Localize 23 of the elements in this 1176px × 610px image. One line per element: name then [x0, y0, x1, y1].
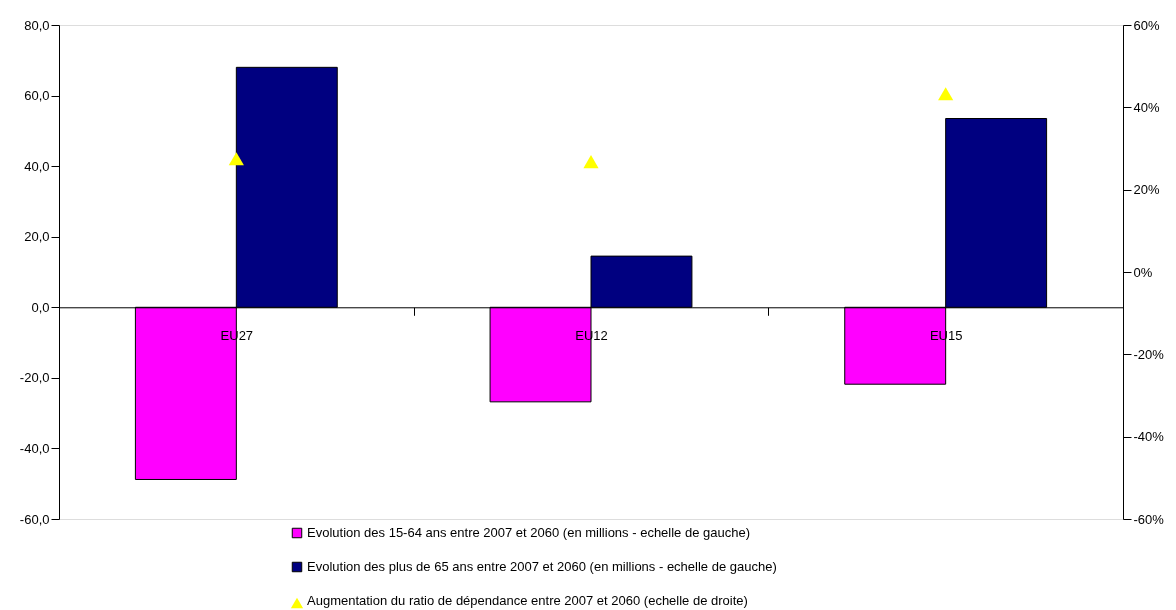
x-tick-label: EU12 [575, 327, 608, 343]
legend-label: Augmentation du ratio de dépendance entre 2007 et 2060 (echelle de droite) [307, 593, 748, 608]
y-tick-label: -20,0 [19, 370, 50, 386]
y-tick-label: 0,0 [31, 299, 50, 315]
y2-tick-label: -20% [1133, 346, 1165, 362]
y-tick-label: 60,0 [24, 88, 50, 104]
y-tick-label: 40,0 [24, 158, 50, 174]
point [938, 87, 954, 101]
point [583, 155, 599, 169]
point [228, 152, 244, 166]
y2-tick-label: -60% [1133, 511, 1165, 527]
y-tick-label: 20,0 [24, 229, 50, 245]
y2-tick-label: 0% [1133, 264, 1153, 280]
y-tick-label: -60,0 [19, 511, 50, 527]
y2-tick-label: 40% [1133, 99, 1160, 115]
y-tick-label: -40,0 [19, 440, 50, 456]
y2-tick-label: 60% [1133, 17, 1160, 33]
legend-label: Evolution des plus de 65 ans entre 2007 et 2060 (en millions - echelle de gauche) [307, 559, 777, 574]
y-tick-label: 80,0 [24, 17, 50, 33]
y2-tick-label: 20% [1133, 182, 1160, 198]
y2-tick-label: -40% [1133, 429, 1165, 445]
x-tick-label: EU27 [220, 327, 254, 343]
legend-label: Evolution des 15-64 ans entre 2007 et 2060 (en millions - echelle de gauche) [307, 525, 751, 540]
